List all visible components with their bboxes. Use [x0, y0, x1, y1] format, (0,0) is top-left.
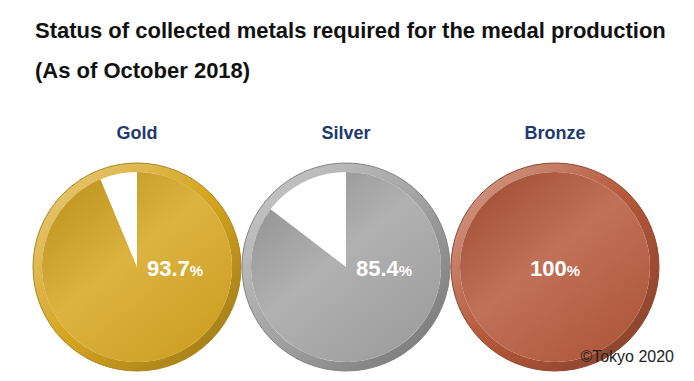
pie-slice: [460, 172, 650, 362]
medal-rim: [451, 163, 659, 371]
category-label: Bronze: [524, 123, 585, 143]
medal: [33, 163, 241, 371]
subtitle: (As of October 2018): [35, 58, 250, 83]
chart-container: Status of collected metals required for …: [0, 0, 694, 381]
medal-face-empty: [251, 172, 441, 362]
data-label: 93.7%: [147, 256, 203, 281]
title: Status of collected metals required for …: [35, 18, 666, 43]
pie-slice: [251, 172, 441, 362]
data-label: 85.4%: [356, 256, 412, 281]
category-label: Silver: [321, 123, 370, 143]
data-label: 100%: [530, 256, 580, 281]
medal-rim: [242, 163, 450, 371]
medal: [242, 163, 450, 371]
credit: ©Tokyo 2020: [580, 348, 674, 365]
medal-rim: [33, 163, 241, 371]
pie-slice: [42, 172, 232, 362]
medal-face-empty: [460, 172, 650, 362]
medal: [451, 163, 659, 371]
category-label: Gold: [117, 123, 158, 143]
medal-face-empty: [42, 172, 232, 362]
chart-svg: Status of collected metals required for …: [0, 0, 694, 381]
